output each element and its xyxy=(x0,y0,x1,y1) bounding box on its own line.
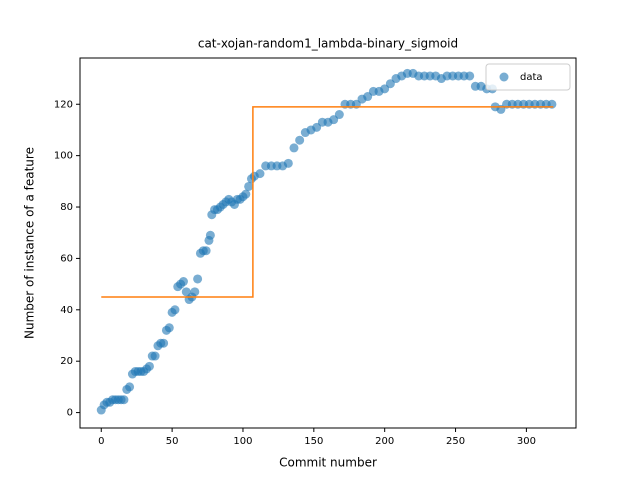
data-point xyxy=(125,382,135,392)
data-point xyxy=(150,351,160,361)
data-point xyxy=(193,274,203,284)
x-tick-label: 100 xyxy=(233,436,252,447)
data-point xyxy=(201,246,211,256)
x-tick-label: 150 xyxy=(304,436,323,447)
y-tick-label: 60 xyxy=(60,253,73,264)
y-tick-label: 20 xyxy=(60,356,73,367)
line xyxy=(101,106,554,298)
y-tick-label: 40 xyxy=(60,305,73,316)
data-point xyxy=(465,71,475,81)
data-point xyxy=(205,230,215,240)
data-point xyxy=(190,287,200,297)
legend xyxy=(485,63,571,91)
data-point xyxy=(164,323,174,333)
data-point xyxy=(119,395,129,405)
data-point xyxy=(283,158,293,168)
data-point xyxy=(170,305,180,315)
data-point xyxy=(144,361,154,371)
data-point xyxy=(244,181,254,191)
x-tick-label: 250 xyxy=(446,436,465,447)
y-tick-label: 120 xyxy=(54,99,73,110)
y-tick-label: 0 xyxy=(67,408,73,419)
data-point xyxy=(241,189,251,199)
plot-frame xyxy=(79,57,577,429)
x-axis-label: Commit number xyxy=(279,456,377,470)
data-point xyxy=(178,277,188,287)
x-tick-label: 50 xyxy=(166,436,179,447)
y-tick-label: 100 xyxy=(54,151,73,162)
data-point xyxy=(255,169,265,179)
data-point xyxy=(295,135,305,145)
chart-title: cat-xojan-random1_lambda-binary_sigmoid xyxy=(198,37,458,51)
data-point xyxy=(289,143,299,153)
data-point xyxy=(334,110,344,120)
data-point xyxy=(159,338,169,348)
x-tick-label: 0 xyxy=(98,436,104,447)
y-tick-label: 80 xyxy=(60,202,73,213)
x-tick-label: 300 xyxy=(517,436,536,447)
x-tick-label: 200 xyxy=(375,436,394,447)
legend-label: data xyxy=(520,72,543,83)
y-axis-label: Number of instance of a feature xyxy=(23,147,37,339)
legend-marker xyxy=(499,72,509,82)
